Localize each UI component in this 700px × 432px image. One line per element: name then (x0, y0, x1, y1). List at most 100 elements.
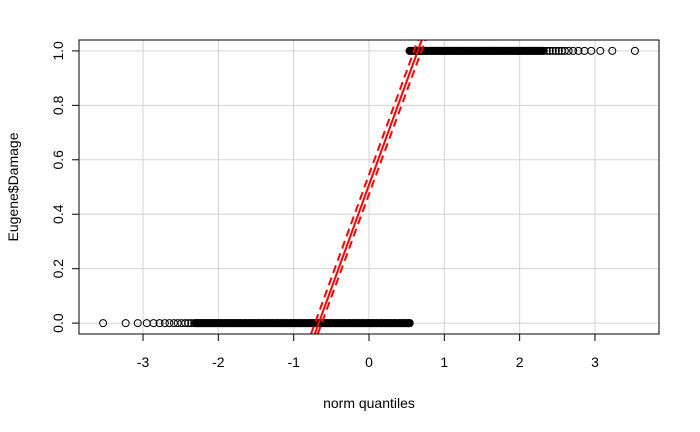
data-point (564, 46, 573, 55)
data-point (233, 319, 242, 328)
data-point (354, 319, 363, 328)
data-point (229, 319, 238, 328)
data-point (574, 46, 583, 55)
data-point (245, 319, 254, 328)
data-points (99, 46, 639, 328)
x-tick-label: 0 (365, 354, 373, 370)
data-point (300, 319, 309, 328)
data-point (569, 46, 578, 55)
data-point (187, 319, 196, 328)
data-point (422, 46, 431, 55)
data-point (196, 319, 205, 328)
data-point (449, 46, 458, 55)
data-point (363, 319, 372, 328)
data-point (453, 46, 462, 55)
data-point (462, 46, 471, 55)
confidence-band-upper (310, 39, 419, 335)
data-point (264, 319, 273, 328)
reference-line (313, 39, 423, 335)
data-point (587, 46, 596, 55)
data-point (539, 46, 548, 55)
data-point (542, 46, 551, 55)
data-point (490, 46, 499, 55)
data-point (545, 46, 554, 55)
data-point (349, 319, 358, 328)
data-point (236, 319, 245, 328)
data-point (291, 319, 300, 328)
data-point (268, 319, 277, 328)
y-tick-label: 0.4 (50, 204, 66, 224)
data-point (405, 319, 414, 328)
data-point (327, 319, 336, 328)
x-tick-label: 1 (440, 354, 448, 370)
data-point (99, 319, 108, 328)
data-point (560, 46, 569, 55)
data-point (499, 46, 508, 55)
data-point (426, 46, 435, 55)
data-point (121, 319, 130, 328)
data-point (173, 319, 182, 328)
data-point (399, 319, 408, 328)
data-point (467, 46, 476, 55)
data-point (551, 46, 560, 55)
data-point (255, 319, 264, 328)
data-point (517, 46, 526, 55)
data-point (372, 319, 381, 328)
data-point (431, 46, 440, 55)
data-point (149, 319, 158, 328)
data-point (190, 319, 199, 328)
x-tick-label: 3 (591, 354, 599, 370)
data-point (250, 319, 259, 328)
data-point (503, 46, 512, 55)
y-tick-label: 0.6 (50, 150, 66, 170)
x-tick-label: -3 (137, 354, 150, 370)
data-point (133, 319, 142, 328)
y-tick-label: 0.0 (50, 313, 66, 333)
data-point (533, 46, 542, 55)
data-point (277, 319, 286, 328)
data-point (494, 46, 503, 55)
data-point (395, 319, 404, 328)
data-point (160, 319, 169, 328)
data-point (508, 46, 517, 55)
data-point (304, 319, 313, 328)
data-point (548, 46, 557, 55)
data-point (476, 46, 485, 55)
y-tick-label: 0.8 (50, 95, 66, 115)
x-tick-label: -2 (212, 354, 225, 370)
data-point (225, 319, 234, 328)
data-point (390, 319, 399, 328)
data-point (218, 319, 227, 328)
data-point (282, 319, 291, 328)
data-point (155, 319, 164, 328)
data-point (165, 319, 174, 328)
data-point (331, 319, 340, 328)
data-point (336, 319, 345, 328)
data-point (381, 319, 390, 328)
data-point (471, 46, 480, 55)
plot-frame (78, 39, 660, 335)
x-tick-label: 2 (516, 354, 524, 370)
data-point (377, 319, 386, 328)
data-point (444, 46, 453, 55)
data-point (214, 319, 223, 328)
grid-lines (79, 40, 659, 334)
data-point (221, 319, 230, 328)
data-point (512, 46, 521, 55)
data-point (184, 319, 193, 328)
data-point (435, 46, 444, 55)
reference-lines (310, 39, 427, 335)
data-point (408, 46, 417, 55)
data-point (536, 46, 545, 55)
data-point (481, 46, 489, 55)
data-point (485, 46, 494, 55)
data-point (596, 46, 605, 55)
data-point (259, 319, 268, 328)
data-point (368, 319, 377, 328)
data-point (208, 319, 217, 328)
data-point (458, 46, 467, 55)
data-point (530, 46, 539, 55)
data-point (295, 319, 304, 328)
data-point (345, 319, 354, 328)
